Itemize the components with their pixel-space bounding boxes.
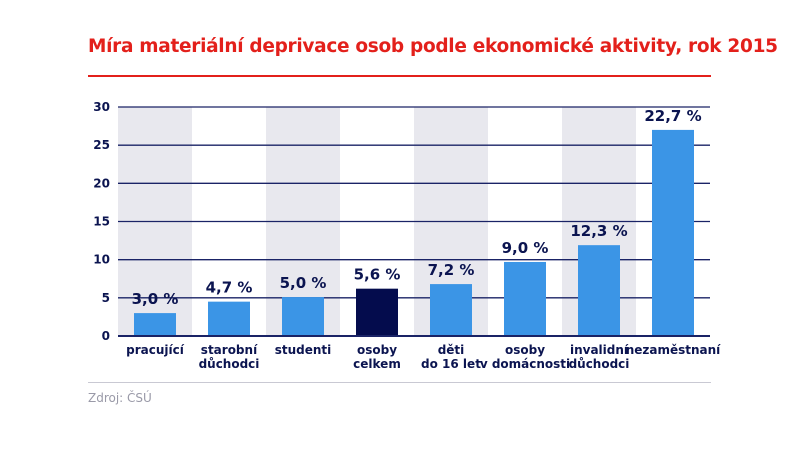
data-label: 5,6 % [354, 266, 401, 284]
title-divider [88, 75, 711, 77]
bar [282, 297, 324, 336]
data-label: 12,3 % [570, 222, 627, 240]
x-tick-label: důchodci [569, 357, 630, 371]
data-label: 5,0 % [280, 274, 327, 292]
y-tick-label: 20 [93, 176, 110, 190]
bar [208, 301, 250, 336]
y-tick-label: 15 [93, 215, 110, 229]
bar [578, 245, 620, 336]
data-label: 22,7 % [644, 107, 701, 125]
x-tick-label: osoby [505, 343, 545, 357]
footer-divider [88, 382, 711, 383]
x-tick-label: pracující [126, 343, 185, 357]
x-tick-label: důchodci [199, 357, 260, 371]
x-tick-label: nezaměstnaní [626, 343, 721, 357]
source-note: Zdroj: ČSÚ [88, 391, 152, 405]
data-label: 4,7 % [206, 279, 253, 297]
bar [430, 284, 472, 336]
y-tick-label: 10 [93, 253, 110, 267]
y-tick-label: 25 [93, 138, 110, 152]
chart-title: Míra materiální deprivace osob podle eko… [88, 36, 778, 57]
x-tick-label: starobní [201, 343, 258, 357]
data-label: 7,2 % [428, 261, 475, 279]
x-tick-label: do 16 let [421, 357, 481, 371]
y-tick-label: 0 [102, 329, 110, 343]
bar [134, 313, 176, 336]
bar [652, 129, 694, 336]
x-tick-label: studenti [275, 343, 332, 357]
x-tick-label: v domácnosti [480, 357, 570, 371]
x-tick-label: děti [438, 343, 465, 357]
x-tick-label: celkem [353, 357, 401, 371]
y-tick-label: 5 [102, 291, 110, 305]
y-tick-label: 30 [93, 100, 110, 114]
bar [356, 288, 398, 336]
data-label: 3,0 % [132, 290, 179, 308]
data-label: 9,0 % [502, 239, 549, 257]
x-tick-label: invalidní [570, 343, 629, 357]
bar [504, 261, 546, 336]
x-tick-label: osoby [357, 343, 397, 357]
